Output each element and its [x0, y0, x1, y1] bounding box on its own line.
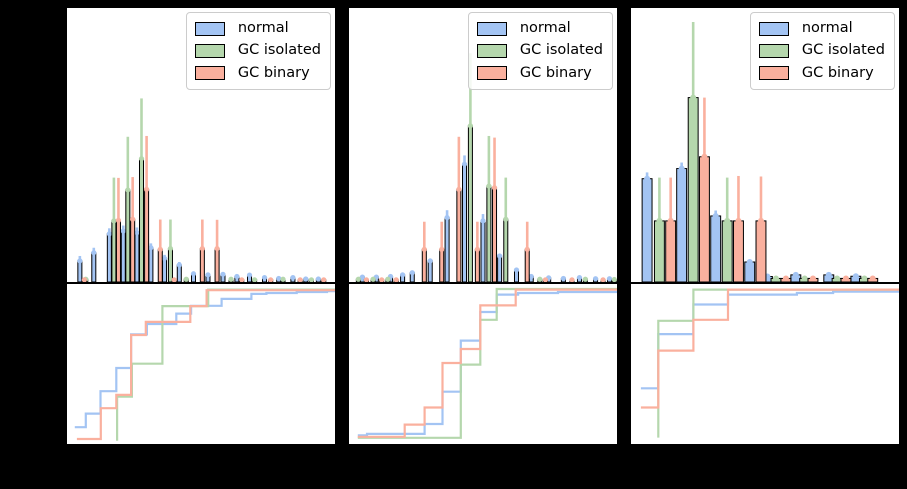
- legend-swatch-gc-isolated: [194, 44, 225, 59]
- legend-label: normal: [519, 20, 571, 36]
- legend-item-gc-binary: GC binary: [194, 64, 321, 82]
- legend-label: GC binary: [801, 64, 874, 81]
- legend-label: normal: [801, 20, 853, 36]
- legend-item-gc-isolated: GC isolated: [476, 42, 603, 59]
- cdf-plot-left: [74, 288, 335, 441]
- legend-label: GC binary: [519, 64, 592, 81]
- cdf-axes-right: [631, 282, 899, 444]
- legend-item-gc-isolated: GC isolated: [758, 42, 885, 59]
- legend-label: GC isolated: [519, 42, 603, 59]
- legend-item-gc-binary: GC binary: [476, 64, 603, 82]
- legend: normal GC isolated GC binary: [467, 12, 613, 91]
- legend-swatch-gc-isolated: [758, 44, 789, 59]
- legend-label: normal: [237, 20, 289, 36]
- legend-item-gc-isolated: GC isolated: [194, 42, 321, 59]
- legend-swatch-normal: [194, 21, 225, 36]
- legend-swatch-gc-binary: [758, 66, 789, 81]
- legend-item-normal: normal: [194, 20, 321, 37]
- legend-label: GC isolated: [801, 42, 885, 59]
- legend: normal GC isolated GC binary: [749, 12, 895, 91]
- legend-swatch-normal: [476, 21, 507, 36]
- legend-swatch-normal: [758, 21, 789, 36]
- cdf-axes-middle: [349, 282, 617, 444]
- histogram-plot-right: [641, 21, 879, 282]
- legend-item-gc-binary: GC binary: [758, 64, 885, 82]
- histogram-axes-middle: normal GC isolated GC binary: [349, 8, 617, 282]
- cdf-plot-middle: [357, 287, 617, 439]
- legend-swatch-gc-binary: [476, 66, 507, 81]
- legend-label: GC isolated: [237, 42, 321, 59]
- histogram-axes-left: normal GC isolated GC binary: [67, 8, 335, 282]
- cdf-plot-right: [640, 288, 899, 438]
- panel-left: normal GC isolated GC binary: [65, 6, 337, 446]
- cdf-axes-left: [67, 282, 335, 444]
- legend-label: GC binary: [237, 64, 310, 81]
- legend: normal GC isolated GC binary: [185, 12, 331, 91]
- legend-item-normal: normal: [758, 20, 885, 37]
- panel-middle: normal GC isolated GC binary: [347, 6, 619, 446]
- legend-swatch-gc-isolated: [476, 44, 507, 59]
- legend-item-normal: normal: [476, 20, 603, 37]
- legend-swatch-gc-binary: [194, 66, 225, 81]
- panel-right: normal GC isolated GC binary: [629, 6, 901, 446]
- histogram-axes-right: normal GC isolated GC binary: [631, 8, 899, 282]
